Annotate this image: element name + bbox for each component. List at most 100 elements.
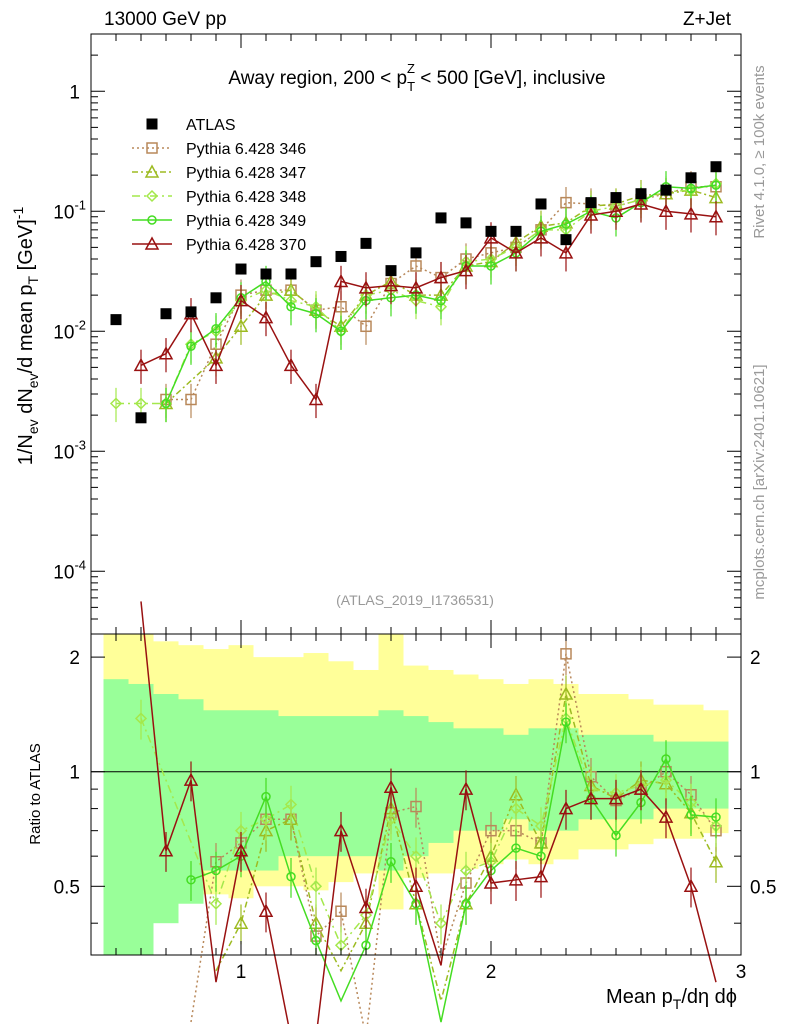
data-point (285, 268, 297, 280)
ratio-point (633, 781, 649, 795)
series-line-4 (140, 203, 717, 402)
series-point (508, 245, 524, 259)
x-tick-label: 3 (736, 962, 747, 983)
ratio-tick-label-right: 0.5 (750, 877, 776, 898)
ratio-point (508, 872, 524, 886)
ratio-point (209, 897, 223, 910)
ratio-line-4 (140, 601, 717, 1024)
ratio-point (134, 712, 148, 725)
series-point (286, 302, 296, 312)
ratio-line-2 (140, 715, 717, 947)
series-point (486, 261, 496, 271)
ratio-axis-label: Ratio to ATLAS (27, 743, 44, 844)
series-point (436, 295, 446, 306)
ratio-line-3 (190, 721, 717, 1023)
ratio-point (509, 802, 523, 815)
ratio-point (661, 754, 671, 764)
legend-marker-data (146, 118, 158, 130)
ratio-point (409, 850, 423, 863)
data-point (510, 225, 522, 237)
legend-marker (145, 189, 159, 203)
ratio-point (511, 843, 521, 853)
legend-label-data: ATLAS (186, 117, 236, 134)
ratio-point (408, 878, 424, 893)
series-line-0 (166, 186, 716, 401)
ratio-point (335, 905, 347, 917)
data-point (710, 161, 722, 173)
data-point (360, 237, 372, 249)
ratio-point (384, 813, 398, 826)
data-point (135, 412, 147, 424)
ratio-point (458, 781, 474, 795)
data-point (635, 188, 647, 200)
header-right: Z+Jet (683, 9, 732, 30)
ratio-point (560, 648, 572, 660)
ratio-band-stat (403, 716, 429, 857)
ratio-point (461, 898, 471, 909)
ratio-point (358, 899, 374, 914)
series-point (683, 206, 699, 220)
legend-marker (144, 164, 160, 178)
mcplots-label: mcplots.cern.ch [arXiv:2401.10621] (751, 364, 768, 599)
series-point (283, 357, 299, 372)
legend-label: Pythia 6.428 349 (186, 213, 306, 230)
ratio-point (158, 843, 174, 857)
series-point (583, 207, 599, 221)
series-point (433, 270, 449, 284)
ratio-point (261, 791, 271, 802)
series-point (633, 196, 649, 210)
y-tick-label: 1 (69, 82, 80, 103)
rivet-label: Rivet 4.1.0, ≥ 100k events (751, 65, 768, 238)
ratio-point (711, 812, 721, 822)
data-point (535, 198, 547, 210)
ratio-plot-marks (134, 601, 724, 1024)
data-point (610, 192, 622, 204)
series-point (558, 245, 574, 259)
y-tick-label: 10-2 (53, 317, 86, 343)
analysis-label: (ATLAS_2019_I1736531) (336, 592, 494, 608)
legend-label: Pythia 6.428 346 (186, 141, 306, 158)
legend: ATLAS Pythia 6.428 346 Pythia 6.428 347 Pyt… (132, 117, 306, 254)
x-tick-label: 1 (236, 962, 247, 983)
series-point (336, 326, 346, 337)
series-point (533, 230, 549, 244)
ratio-point (533, 869, 549, 883)
ratio-point (286, 871, 296, 882)
series-point (158, 346, 174, 360)
series-point (458, 263, 474, 277)
data-point (335, 250, 347, 262)
y-tick-label: 10-3 (53, 437, 86, 463)
ratio-band-stat (153, 693, 179, 924)
ratio-point (608, 791, 624, 805)
ratio-point (284, 798, 298, 811)
series-point (360, 320, 372, 333)
ratio-point (233, 915, 249, 929)
legend-marker (146, 142, 158, 154)
ratio-point (561, 717, 571, 727)
series-point (408, 280, 424, 294)
ratio-point (658, 809, 674, 823)
legend-label: Pythia 6.428 347 (186, 165, 306, 182)
ratio-point (583, 791, 599, 805)
ratio-point (611, 830, 621, 841)
ratio-band-stat (353, 716, 379, 857)
main-plot-marks (109, 161, 724, 424)
ratio-point (534, 819, 548, 833)
series-point (358, 280, 374, 294)
series-line-1 (165, 189, 717, 405)
ratio-point (410, 800, 422, 813)
ratio-point (186, 875, 196, 885)
header-left: 13000 GeV pp (104, 9, 227, 30)
ratio-point (311, 935, 321, 946)
series-point (211, 323, 221, 334)
data-point (110, 314, 122, 326)
ratio-point (558, 801, 574, 815)
ratio-point (558, 686, 574, 700)
series-point (483, 230, 499, 244)
ratio-point (259, 813, 273, 826)
ratio-point (309, 880, 323, 893)
series-point (233, 318, 249, 333)
data-point (410, 247, 422, 259)
series-point (708, 209, 724, 223)
series-point (711, 180, 721, 190)
